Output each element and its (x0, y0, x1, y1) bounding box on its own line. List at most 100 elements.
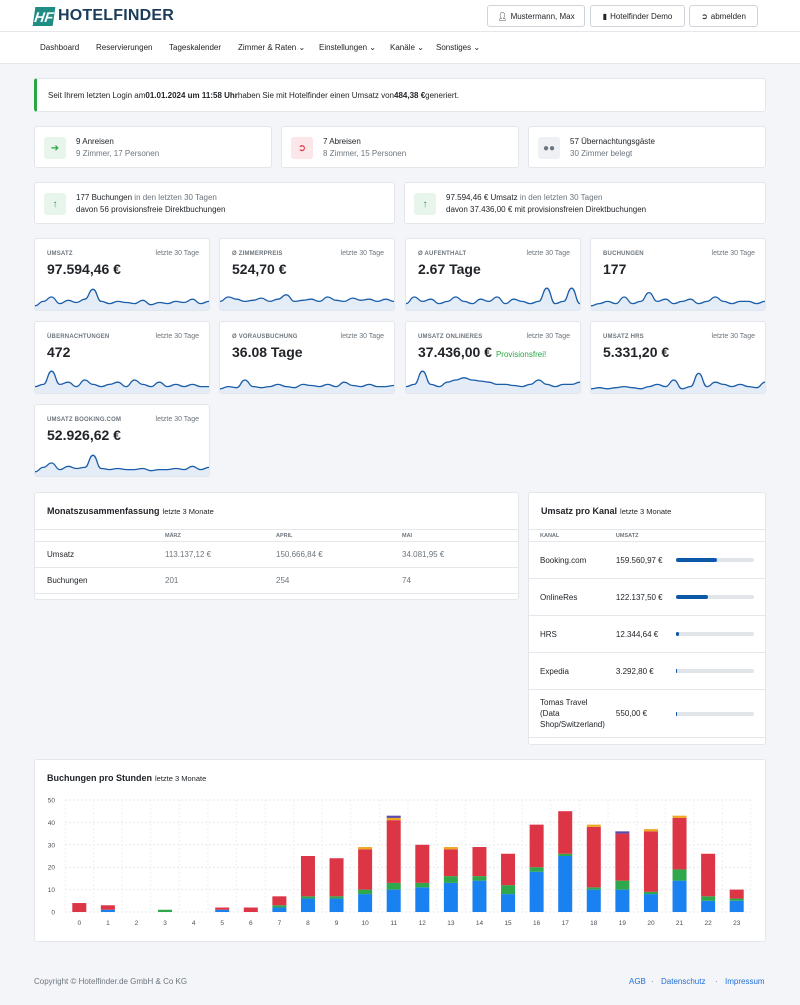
x-tick-label: 17 (562, 920, 570, 927)
sparkline-chart (220, 294, 394, 310)
channel-share-bar (676, 558, 754, 562)
bookings-period: in den letzten 30 Tagen (132, 193, 217, 202)
x-tick-label: 13 (447, 920, 455, 927)
sparkline-line (220, 379, 394, 390)
sparkline-area (220, 294, 394, 310)
bar-segment (501, 894, 516, 912)
table-header-row: März April Mai (35, 529, 518, 542)
hourly-bookings-card: Buchungen pro Stunden letzte 3 Monate 0 10… (34, 759, 766, 942)
nav-dashboard[interactable]: Dashboard (40, 43, 80, 52)
bar-segment (615, 831, 630, 834)
bar-segment (100, 909, 115, 912)
col-header-bar (665, 529, 765, 542)
kpi-period: letzte 30 Tage (155, 250, 199, 257)
monthly-table: März April Mai Umsatz 113.137,12 € 150.6… (35, 529, 518, 594)
x-tick-label: 12 (419, 920, 427, 927)
revenue-direct: davon 37.436,00 € mit provisionsfreien D… (446, 205, 647, 214)
bar-segment (643, 891, 658, 895)
kpi-period: letzte 30 Tage (155, 333, 199, 340)
bar-segment (386, 820, 401, 883)
arrivals-detail: 9 Zimmer, 17 Personen (76, 149, 160, 158)
hourly-title: Buchungen pro Stunden letzte 3 Monate (47, 773, 206, 783)
table-row: Tomas Travel (Data Shop/Switzerland) 550,… (529, 689, 765, 738)
bar-segment (586, 824, 601, 827)
nav-einstellungen[interactable]: Einstellungen ⌄ (319, 43, 376, 52)
kpi-label: Ø Aufenthalt (418, 251, 467, 257)
kpi-value-text: 37.436,00 € (418, 344, 492, 360)
table-header-row: Kanal Umsatz (529, 529, 765, 542)
channel-rows: Booking.com 159.560,97 € OnlineRes 122.137,… (529, 541, 765, 738)
kpi-value-text: 2.67 Tage (418, 261, 481, 277)
kpi-value: 97.594,46 € (47, 261, 121, 277)
kpi-value: 472 (47, 344, 70, 360)
bar-segment (215, 907, 230, 910)
table-row: Expedia 3.292,80 € (529, 652, 765, 690)
channel-bar-cell (665, 652, 765, 690)
bar-segment (358, 847, 373, 850)
logout-label: abmelden (710, 11, 746, 21)
nav-kanaele[interactable]: Kanäle ⌄ (390, 43, 424, 52)
bar-segment (329, 898, 344, 912)
y-tick-label: 10 (48, 887, 56, 894)
bar-segment (386, 817, 401, 821)
kpi-value-text: 36.08 Tage (232, 344, 303, 360)
footer-link-impressum[interactable]: Impressum (725, 977, 765, 986)
nav-zimmer-raten[interactable]: Zimmer & Raten ⌄ (238, 43, 306, 52)
logout-button[interactable]: ➲ abmelden (689, 5, 758, 27)
x-tick-label: 8 (306, 920, 310, 927)
x-tick-label: 1 (106, 920, 110, 927)
arrivals-count: 9 Anreisen (76, 137, 114, 146)
bookings-summary-card: ↑ 177 Buchungen in den letzten 30 Tagen … (34, 182, 395, 224)
bar-segment (415, 882, 430, 888)
x-tick-label: 16 (533, 920, 541, 927)
sparkline-area (406, 371, 580, 393)
nav-reservierungen[interactable]: Reservierungen (96, 43, 153, 52)
x-tick-label: 0 (77, 920, 81, 927)
sign-out-icon: ➲ (291, 137, 313, 159)
footer-link-datenschutz[interactable]: Datenschutz (661, 977, 706, 986)
logo[interactable]: HF HOTELFINDER (32, 6, 174, 26)
row-label-buchungen: Buchungen (35, 567, 153, 594)
nav-sonstiges[interactable]: Sonstiges ⌄ (436, 43, 481, 52)
row-label-umsatz: Umsatz (35, 541, 153, 568)
bar-segment (443, 876, 458, 883)
kpi-card: Ø Aufenthalt letzte 30 Tage 2.67 Tage (405, 238, 581, 311)
kpi-period: letzte 30 Tage (526, 250, 570, 257)
footer-link-agb[interactable]: AGB (629, 977, 646, 986)
y-tick-label: 20 (48, 865, 56, 872)
sparkline-area (220, 380, 394, 393)
bar-segment (501, 853, 516, 886)
bar-segment (386, 815, 401, 818)
table-cell: 34.081,95 € (390, 541, 518, 568)
hourly-title-text: Buchungen pro Stunden (47, 773, 152, 783)
channel-bar-cell (665, 578, 765, 616)
kpi-card: Ø Zimmerpreis letzte 30 Tage 524,70 € (219, 238, 395, 311)
bar-segment (215, 909, 230, 912)
bar-segment (329, 858, 344, 897)
bar-segment (472, 876, 487, 881)
table-row: OnlineRes 122.137,50 € (529, 578, 765, 616)
x-tick-label: 4 (192, 920, 196, 927)
hotel-button[interactable]: ▮ Hotelfinder Demo (590, 5, 685, 27)
nav-tageskalender[interactable]: Tageskalender (169, 43, 222, 52)
bar-segment (472, 880, 487, 912)
kpi-period: letzte 30 Tage (340, 333, 384, 340)
channel-subtitle: letzte 3 Monate (620, 507, 672, 516)
kpi-card: Buchungen letzte 30 Tage 177 (590, 238, 766, 311)
channel-share-fill (676, 711, 678, 716)
monthly-subtitle: letzte 3 Monate (162, 507, 214, 516)
guests-count: 57 Übernachtungsgäste (570, 137, 655, 146)
bar-segment (329, 896, 344, 899)
channel-amount: 12.344,64 € (615, 615, 665, 653)
bar-segment (300, 898, 315, 912)
top-header: HF HOTELFINDER 👤︎ Mustermann, Max ▮ Hote… (0, 0, 800, 32)
table-cell: 254 (264, 567, 390, 594)
bar-segment (643, 894, 658, 912)
bar-segment (701, 853, 716, 897)
kpi-label: Ø Zimmerpreis (232, 251, 283, 257)
user-button[interactable]: 👤︎ Mustermann, Max (487, 5, 585, 27)
sparkline-area (591, 292, 765, 310)
bar-segment (701, 900, 716, 912)
table-row: Buchungen 201 254 74 (35, 567, 518, 594)
sparkline-line (406, 370, 580, 388)
